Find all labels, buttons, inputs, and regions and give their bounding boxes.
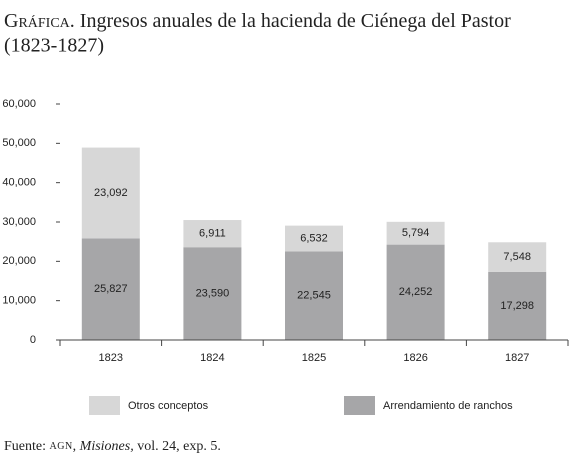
legend-label: Arrendamiento de ranchos [383, 400, 513, 412]
source-org: AGN [50, 441, 73, 452]
legend-label: Otros conceptos [128, 400, 209, 412]
legend-swatch [344, 396, 375, 415]
source-prefix: Fuente: [4, 439, 46, 454]
data-label: 24,252 [399, 286, 433, 298]
bar-segment [183, 247, 242, 340]
bar-segment [488, 242, 547, 272]
bar-segment [386, 221, 445, 245]
x-tick-label: 1826 [403, 352, 427, 364]
bar-segment [285, 225, 343, 252]
data-label: 7,548 [503, 251, 531, 263]
chart-title: Gráfica. Ingresos anuales de la hacienda… [4, 10, 511, 32]
legend-swatch [89, 396, 120, 415]
data-label: 6,532 [300, 232, 328, 244]
title-label: Gráfica. [4, 10, 75, 32]
chart-title-line2: (1823-1827) [4, 35, 104, 57]
source-note: Fuente: AGN, Misiones, vol. 24, exp. 5. [4, 439, 221, 454]
data-label: 22,545 [297, 290, 331, 302]
x-tick-label: 1824 [200, 352, 224, 364]
bar-segment [285, 251, 343, 340]
bar-segment [183, 220, 242, 248]
source-rest: vol. 24, exp. 5. [137, 439, 221, 454]
y-tick-label: 60,000 [2, 98, 36, 110]
bar-segment [81, 147, 140, 239]
y-tick-label: 20,000 [2, 255, 36, 267]
data-label: 23,590 [196, 288, 230, 300]
x-tick-label: 1823 [99, 352, 123, 364]
y-tick-label: 0 [30, 334, 36, 346]
data-label: 23,092 [94, 187, 128, 199]
bar-segment [488, 271, 547, 340]
x-tick-label: 1825 [302, 352, 326, 364]
y-tick-label: 30,000 [2, 216, 36, 228]
bar-segment [81, 238, 140, 340]
data-label: 17,298 [500, 300, 534, 312]
y-tick-label: 50,000 [2, 137, 36, 149]
bar-segment [386, 244, 445, 340]
title-line1: Ingresos anuales de la hacienda de Ciéne… [80, 10, 511, 32]
x-tick-label: 1827 [505, 352, 529, 364]
y-tick-label: 40,000 [2, 177, 36, 189]
data-label: 5,794 [402, 227, 430, 239]
data-label: 6,911 [199, 228, 226, 240]
source-work: Misiones, [79, 439, 134, 454]
y-tick-label: 10,000 [2, 295, 36, 307]
data-label: 25,827 [94, 283, 128, 295]
